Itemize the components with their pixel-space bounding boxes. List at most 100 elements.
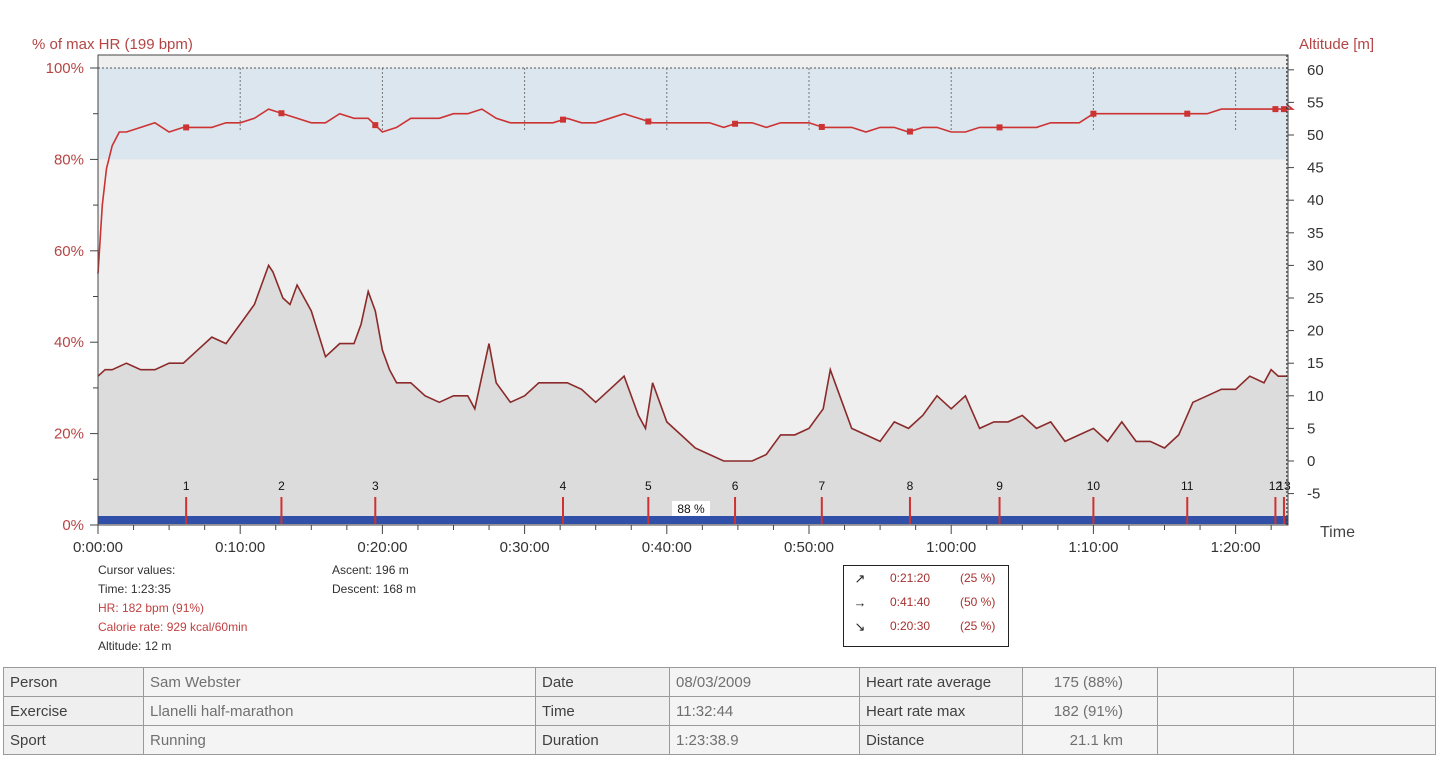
person-value: Sam Webster — [143, 667, 536, 697]
left-tick-label: 20% — [54, 426, 84, 443]
zone-time-box: ↗ 0:21:20 (25 %) → 0:41:40 (50 %) ↘ 0:20… — [843, 565, 1009, 647]
exercise-value: Llanelli half-marathon — [143, 696, 536, 726]
cursor-altitude: Altitude: 12 m — [98, 639, 172, 653]
table-row: Person Sam Webster Date 08/03/2009 Heart… — [3, 667, 1436, 697]
empty-cell — [1293, 667, 1436, 697]
hr-lap-marker — [996, 124, 1003, 131]
altitude-line — [97, 263, 1287, 462]
lap-number: 6 — [732, 479, 739, 493]
zone-bar-label-bg — [672, 501, 710, 516]
right-tick-label: 0 — [1307, 453, 1315, 470]
zone-within-pct: (50 %) — [960, 595, 996, 609]
lap-number: 10 — [1087, 479, 1101, 493]
zone-within-time: 0:41:40 — [890, 595, 931, 609]
right-tick-label: 5 — [1307, 420, 1315, 437]
cursor-time: Time: 1:23:35 — [98, 582, 171, 596]
right-tick-label: 60 — [1307, 62, 1324, 79]
hr-lap-marker — [372, 122, 379, 129]
x-tick-label: 0:10:00 — [215, 539, 265, 556]
zone-bar — [98, 516, 1288, 524]
table-row: Exercise Llanelli half-marathon Time 11:… — [3, 696, 1436, 726]
right-axis-title: Altitude [m] — [1299, 36, 1374, 53]
axes: 0%20%40%60%80%100%-505101520253035404550… — [46, 60, 1324, 556]
arrow-right-icon: → — [853, 595, 867, 610]
distance-value: 21.1 km — [1022, 725, 1158, 755]
right-tick-label: -5 — [1307, 486, 1320, 503]
elevation-panel: Ascent: 196 m Descent: 168 m — [332, 561, 416, 599]
hr-lap-marker — [645, 118, 652, 125]
hr-lap-marker — [818, 123, 825, 130]
time-label: Time — [535, 696, 670, 726]
right-tick-label: 30 — [1307, 257, 1324, 274]
right-tick-label: 15 — [1307, 355, 1324, 372]
hr-average-value: 175 (88%) — [1022, 667, 1158, 697]
empty-cell — [1157, 667, 1294, 697]
hr-lap-marker — [906, 128, 913, 135]
lap-number: 5 — [645, 479, 652, 493]
left-tick-label: 80% — [54, 151, 84, 168]
date-value: 08/03/2009 — [669, 667, 860, 697]
sport-label: Sport — [3, 725, 144, 755]
lap-number: 1 — [183, 479, 190, 493]
sport-value: Running — [143, 725, 536, 755]
zone-row-above: ↗ 0:21:20 (25 %) — [844, 571, 1008, 593]
hr-lap-markers — [183, 106, 1287, 135]
right-tick-label: 25 — [1307, 290, 1324, 307]
cursor-values-title: Cursor values: — [98, 563, 176, 577]
hr-lap-marker — [1090, 110, 1097, 117]
grid-lines — [98, 67, 1288, 132]
x-tick-label: 1:00:00 — [926, 539, 976, 556]
right-tick-label: 35 — [1307, 225, 1324, 242]
lap-number: 4 — [560, 479, 567, 493]
right-tick-label: 20 — [1307, 323, 1324, 340]
hr-average-label: Heart rate average — [859, 667, 1023, 697]
right-tick-label: 45 — [1307, 160, 1324, 177]
zone-row-within: → 0:41:40 (50 %) — [844, 595, 1008, 617]
x-tick-label: 0:00:00 — [73, 539, 123, 556]
descent-value: Descent: 168 m — [332, 582, 417, 596]
right-tick-label: 50 — [1307, 127, 1324, 144]
duration-value: 1:23:38.9 — [669, 725, 860, 755]
lap-number: 9 — [996, 479, 1003, 493]
x-axis-title: Time — [1320, 524, 1355, 541]
time-value: 11:32:44 — [669, 696, 860, 726]
plot-frame — [97, 54, 1289, 526]
lap-number: 13 — [1277, 479, 1291, 493]
zone-row-below: ↘ 0:20:30 (25 %) — [844, 619, 1008, 641]
exercise-label: Exercise — [3, 696, 144, 726]
person-label: Person — [3, 667, 144, 697]
hr-max-label: Heart rate max — [859, 696, 1023, 726]
empty-cell — [1293, 725, 1436, 755]
duration-label: Duration — [535, 725, 670, 755]
cursor-values-panel: Cursor values: Time: 1:23:35 HR: 182 bpm… — [98, 561, 247, 656]
distance-label: Distance — [859, 725, 1023, 755]
x-tick-label: 1:20:00 — [1211, 539, 1261, 556]
hr-lap-marker — [1280, 106, 1287, 113]
lap-number: 2 — [278, 479, 285, 493]
zone-above-time: 0:21:20 — [890, 571, 931, 585]
zone-above-pct: (25 %) — [960, 571, 996, 585]
target-zone-band — [98, 68, 1288, 160]
cursor-hr: HR: 182 bpm (91%) — [98, 601, 205, 615]
x-tick-label: 0:40:00 — [642, 539, 692, 556]
lap-number: 12 — [1269, 479, 1283, 493]
lap-number: 7 — [818, 479, 825, 493]
x-tick-label: 0:50:00 — [784, 539, 834, 556]
hr-max-value: 182 (91%) — [1022, 696, 1158, 726]
hr-lap-marker — [183, 124, 190, 131]
zone-bar-label: 88 % — [677, 502, 705, 516]
altitude-area — [98, 265, 1287, 525]
date-label: Date — [535, 667, 670, 697]
left-tick-label: 100% — [46, 60, 84, 77]
hr-line — [97, 103, 1295, 274]
lap-number: 11 — [1181, 479, 1194, 493]
left-tick-label: 0% — [62, 517, 84, 534]
lap-number: 8 — [907, 479, 914, 493]
right-tick-label: 10 — [1307, 388, 1324, 405]
empty-cell — [1157, 725, 1294, 755]
empty-cell — [1293, 696, 1436, 726]
hr-lap-marker — [1184, 110, 1191, 117]
zone-below-time: 0:20:30 — [890, 619, 931, 633]
hr-lap-marker — [559, 116, 566, 123]
